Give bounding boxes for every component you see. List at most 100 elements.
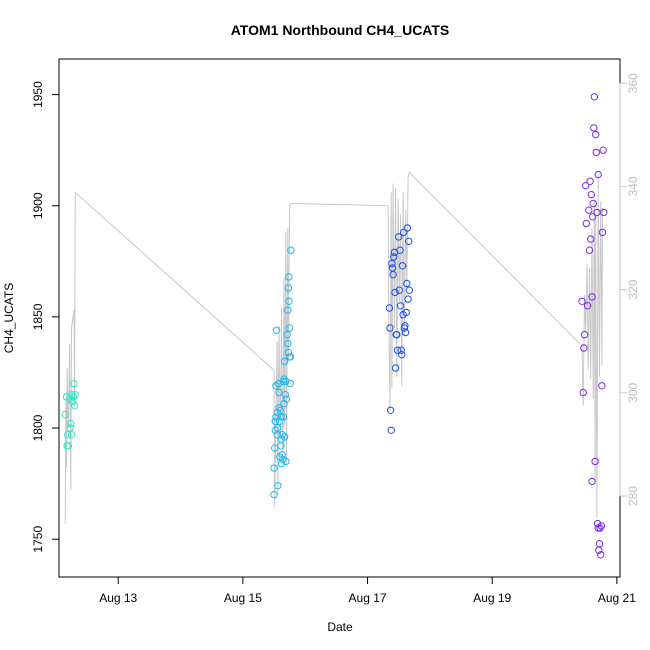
data-point-flight-2 (283, 331, 291, 339)
data-point-flight-2 (277, 459, 286, 468)
x-tick-label: Aug 21 (598, 591, 636, 605)
data-point-flight-3 (391, 288, 399, 297)
data-point-flight-3 (402, 308, 410, 317)
data-point-flight-2 (282, 377, 290, 386)
x-tick-label: Aug 19 (473, 591, 511, 605)
data-point-flight-4 (580, 344, 588, 352)
data-point-flight-1 (61, 411, 69, 419)
data-point-flight-4 (590, 124, 598, 132)
data-point-flight-3 (395, 286, 403, 294)
data-point-flight-3 (386, 324, 394, 332)
data-point-flight-4 (592, 148, 600, 157)
data-point-flight-2 (282, 395, 291, 403)
data-point-flight-3 (403, 224, 412, 232)
data-point-flight-3 (405, 237, 413, 246)
data-point-flight-1 (67, 431, 76, 439)
data-point-flight-3 (390, 253, 398, 261)
data-point-flight-2 (274, 379, 283, 388)
data-point-flight-4 (590, 93, 599, 101)
data-point-flight-4 (583, 302, 592, 310)
data-point-flight-3 (393, 346, 402, 354)
data-point-flight-4 (586, 177, 594, 186)
data-point-flight-4 (585, 246, 594, 254)
data-point-flight-3 (391, 364, 400, 372)
data-point-flight-1 (71, 391, 79, 399)
data-point-flight-3 (397, 346, 405, 354)
data-point-flight-4 (598, 382, 606, 390)
data-point-flight-1 (66, 424, 74, 432)
data-point-flight-4 (579, 388, 587, 397)
data-point-flight-2 (275, 388, 283, 397)
x-axis-label: Date (327, 620, 353, 634)
data-point-flight-1 (69, 397, 77, 406)
data-point-flight-4 (580, 331, 589, 339)
y2-tick-label: 280 (626, 486, 640, 506)
data-point-flight-2 (274, 424, 282, 432)
data-point-flight-3 (396, 302, 405, 310)
data-point-flight-2 (279, 413, 288, 421)
series-line-group (64, 171, 603, 524)
data-point-flight-2 (284, 339, 292, 348)
data-point-flight-2 (272, 326, 281, 334)
data-point-flight-2 (286, 353, 294, 361)
data-point-flight-4 (588, 293, 596, 301)
y2-tick-label: 300 (626, 382, 640, 402)
data-point-flight-3 (393, 331, 401, 339)
data-point-flight-3 (400, 228, 408, 237)
data-point-flight-1 (70, 402, 79, 410)
data-point-flight-1 (70, 379, 78, 388)
data-point-flight-4 (598, 228, 607, 237)
y2-tick-label: 360 (626, 73, 640, 93)
data-point-flight-2 (278, 431, 286, 439)
data-point-flight-3 (387, 426, 395, 434)
data-point-flight-3 (403, 279, 411, 288)
data-point-flight-2 (281, 391, 289, 399)
data-point-flight-2 (280, 357, 289, 366)
data-point-flight-2 (276, 417, 284, 426)
y-tick-label: 1800 (31, 414, 45, 441)
data-point-flight-3 (405, 286, 413, 294)
data-point-flight-1 (64, 442, 73, 450)
data-point-flight-1 (69, 393, 78, 401)
data-point-flight-1 (67, 419, 75, 428)
y-tick-label: 1750 (31, 526, 45, 553)
data-point-flight-2 (284, 284, 293, 292)
data-point-flight-4 (585, 206, 593, 214)
y-tick-label: 1900 (31, 192, 45, 219)
data-point-flight-2 (285, 324, 294, 332)
data-point-flight-3 (385, 304, 394, 312)
y2-tick-label: 320 (626, 279, 640, 299)
data-point-flight-4 (595, 540, 604, 548)
data-point-flight-2 (280, 433, 289, 441)
data-point-flight-4 (582, 182, 590, 190)
x-axis: Aug 13 Aug 15 Aug 17 Aug 19 Aug 21 (99, 576, 636, 605)
data-point-flight-2 (270, 491, 278, 499)
data-point-flight-3 (398, 351, 406, 359)
chart-title: ATOM1 Northbound CH4_UCATS (231, 22, 450, 38)
data-point-flight-2 (285, 297, 293, 305)
y-axis-right: 280 300 320 340 360 (619, 73, 640, 506)
data-point-flight-2 (287, 246, 295, 254)
data-point-flight-2 (272, 413, 280, 421)
data-point-flight-4 (578, 297, 586, 305)
data-point-flight-4 (599, 146, 607, 154)
data-point-flight-4 (592, 130, 600, 139)
x-tick-label: Aug 17 (349, 591, 387, 605)
data-point-flight-2 (270, 464, 278, 472)
data-point-flight-3 (389, 270, 397, 279)
data-point-flight-2 (271, 426, 279, 434)
data-point-flight-4 (587, 190, 595, 199)
x-tick-label: Aug 13 (99, 591, 137, 605)
data-point-flight-3 (401, 328, 410, 337)
data-point-flight-4 (600, 208, 608, 217)
series-line (64, 171, 603, 524)
data-point-flight-3 (398, 262, 407, 270)
data-point-flight-2 (274, 482, 282, 490)
x-tick-label: Aug 15 (224, 591, 262, 605)
data-point-flight-4 (589, 199, 597, 208)
data-point-flight-3 (395, 233, 403, 241)
data-point-flight-3 (388, 259, 396, 268)
y-axis-left: 1750 1800 1850 1900 1950 (31, 81, 60, 553)
